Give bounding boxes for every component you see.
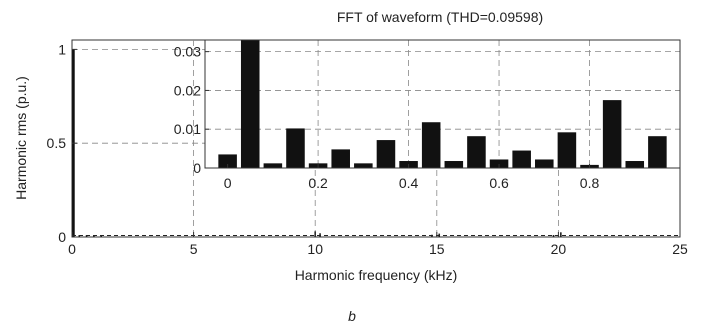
inset-x-ticks: 0 0.2 0.4 0.6 0.8: [224, 164, 600, 191]
main-y-ticks: 00.51: [47, 41, 77, 245]
inset-x-tick-label: 0.2: [308, 175, 328, 191]
inset-harmonic-bar: [557, 132, 577, 168]
x-axis-label: Harmonic frequency (kHz): [295, 267, 458, 283]
main-x-tick-label: 5: [190, 241, 198, 257]
inset-bars: [218, 40, 667, 168]
inset-x-tick-label: 0.6: [489, 175, 509, 191]
main-x-ticks: 0 5 10 15 20 25: [68, 232, 688, 257]
main-harmonic-bar: [85, 235, 88, 237]
inset-harmonic-bar: [625, 161, 645, 168]
main-harmonic-bar: [78, 235, 81, 237]
inset-y-tick-label: 0: [193, 160, 201, 176]
main-harmonic-bar: [431, 234, 433, 237]
inset-x-tick-label: 0.8: [580, 175, 600, 191]
inset-y-tick-label: 0.02: [174, 82, 201, 98]
inset-harmonic-bar: [354, 163, 373, 168]
inset-plot-frame: [204, 39, 681, 169]
main-y-tick-label: 0.5: [47, 135, 67, 151]
inset-harmonic-bar: [421, 122, 441, 168]
inset-harmonic-bar: [263, 163, 283, 168]
inset-harmonic-bar: [240, 40, 260, 168]
main-y-tick-label: 0: [58, 229, 66, 245]
main-harmonic-bar: [93, 235, 95, 237]
inset-harmonic-bar: [444, 161, 464, 168]
main-x-tick-label: 0: [68, 241, 76, 257]
inset-y-ticks: 0 0.01 0.02 0.03: [174, 44, 209, 176]
figure-caption: b: [348, 308, 356, 324]
main-x-tick-label: 25: [672, 241, 688, 257]
inset-harmonic-bar: [602, 100, 622, 168]
inset-y-tick-label: 0.01: [174, 121, 201, 137]
inset-plot-frame: [204, 39, 681, 169]
inset-grid: [205, 40, 680, 168]
inset-harmonic-bar: [512, 150, 531, 168]
inset-harmonic-bar: [376, 140, 396, 168]
inset-harmonic-bar: [535, 159, 554, 168]
main-x-tick-label: 15: [429, 241, 445, 257]
inset-x-tick-label: 0: [224, 175, 232, 191]
main-x-tick-label: 20: [551, 241, 567, 257]
inset-harmonic-bar: [489, 159, 509, 168]
chart-title: FFT of waveform (THD=0.09598): [337, 9, 543, 25]
inset-harmonic-bar: [467, 136, 486, 168]
main-harmonic-bar: [438, 233, 441, 237]
main-harmonic-bar: [100, 235, 102, 237]
inset-plot: 0 0.2 0.4 0.6 0.8 0 0.01 0.02 0.03: [174, 39, 681, 191]
main-y-tick-label: 1: [58, 41, 66, 57]
inset-harmonic-bar: [648, 136, 667, 168]
main-harmonic-bar: [319, 233, 321, 237]
inset-harmonic-bar: [286, 128, 305, 168]
inset-y-tick-label: 0.03: [174, 44, 201, 60]
inset-x-tick-label: 0.4: [399, 175, 419, 191]
inset-harmonic-bar: [218, 154, 237, 168]
main-x-tick-label: 10: [307, 241, 323, 257]
main-harmonic-bar: [560, 232, 562, 237]
inset-harmonic-bar: [331, 149, 350, 168]
y-axis-label: Harmonic rms (p.u.): [13, 76, 29, 200]
main-harmonic-bar: [552, 235, 555, 237]
